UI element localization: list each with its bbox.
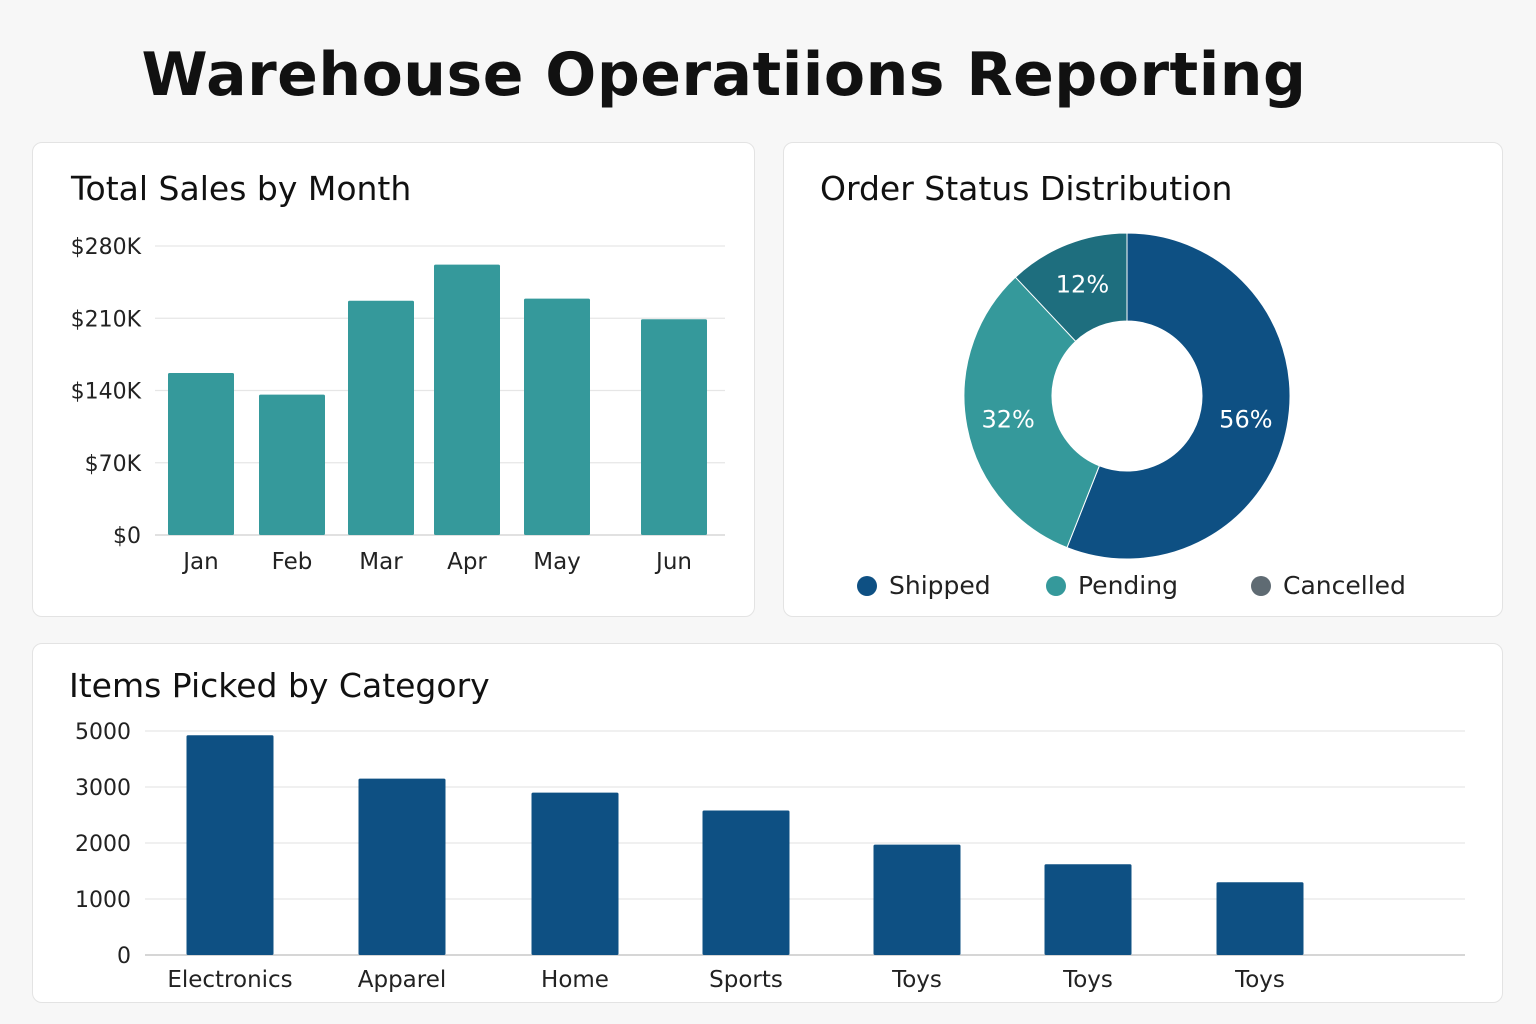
picked-x-tick-label: Toys xyxy=(891,967,942,993)
sales-y-tick-label: $140K xyxy=(71,380,142,405)
legend-item-shipped: Shipped xyxy=(857,571,991,600)
legend-swatch xyxy=(1046,575,1066,596)
order-status-donut-chart: 56% 32% 12% xyxy=(963,232,1291,560)
sales-x-tick-label: May xyxy=(533,549,581,575)
legend-swatch xyxy=(1251,575,1271,596)
donut-slice-pending xyxy=(963,276,1101,549)
picked-y-tick-label: 2000 xyxy=(75,832,131,857)
legend-label: Pending xyxy=(1078,571,1178,600)
sales-bar xyxy=(348,300,414,535)
sales-x-tick-label: Jun xyxy=(654,549,692,575)
sales-bar xyxy=(168,372,234,535)
donut-value-label: 56% xyxy=(1219,406,1272,434)
picked-x-tick-label: Toys xyxy=(1234,967,1285,993)
legend-label: Shipped xyxy=(889,571,991,600)
sales-x-tick-label: Apr xyxy=(447,549,487,575)
sales-bar xyxy=(524,298,590,535)
order-status-card: Order Status Distribution 56% 32% 12% Ship… xyxy=(783,142,1503,617)
picked-y-tick-label: 0 xyxy=(117,944,131,969)
order-status-title: Order Status Distribution xyxy=(820,169,1233,208)
sales-x-tick-label: Mar xyxy=(359,549,403,575)
picked-y-tick-label: 5000 xyxy=(75,720,131,745)
order-status-legend: Shipped Pending Cancelled xyxy=(784,571,1504,607)
picked-x-tick-label: Electronics xyxy=(167,967,292,993)
picked-x-tick-label: Home xyxy=(541,967,609,993)
picked-bar xyxy=(358,778,446,955)
picked-x-tick-label: Sports xyxy=(709,967,783,993)
legend-label: Cancelled xyxy=(1283,571,1406,600)
legend-item-pending: Pending xyxy=(1046,571,1178,600)
sales-y-tick-label: $70K xyxy=(85,452,142,477)
sales-y-tick-label: $210K xyxy=(71,307,142,332)
sales-bar xyxy=(434,264,500,535)
picked-x-tick-label: Toys xyxy=(1062,967,1113,993)
picked-bar xyxy=(873,844,961,955)
items-picked-bar-chart: 0 1000 2000 3000 5000 Electronics Apparel Home S… xyxy=(75,720,1465,993)
sales-bar xyxy=(641,319,707,535)
sales-bar xyxy=(259,394,325,535)
donut-slice-shipped xyxy=(1066,232,1291,560)
picked-bar xyxy=(1044,864,1132,955)
picked-x-tick-label: Apparel xyxy=(358,967,447,993)
picked-bar xyxy=(531,792,619,955)
legend-swatch xyxy=(857,575,877,596)
donut-slice-cancelled xyxy=(1014,232,1128,343)
donut-value-label: 32% xyxy=(981,406,1034,434)
sales-bar-chart: $0 $70K $140K $210K $280K Jan Feb Mar Apr May Jun xyxy=(71,235,725,575)
legend-item-cancelled: Cancelled xyxy=(1251,571,1406,600)
picked-bar xyxy=(1216,882,1304,955)
picked-y-tick-label: 3000 xyxy=(75,776,131,801)
items-picked-card: Items Picked by Category 0 1000 2000 3000 50… xyxy=(32,643,1503,1003)
picked-y-tick-label: 1000 xyxy=(75,888,131,913)
items-picked-title: Items Picked by Category xyxy=(69,666,490,705)
sales-x-tick-label: Jan xyxy=(181,549,218,575)
donut-value-label: 12% xyxy=(1056,270,1109,298)
sales-x-tick-label: Feb xyxy=(272,549,313,575)
sales-chart-card: Total Sales by Month $0 $70K $140K $210K $28… xyxy=(32,142,755,617)
picked-bar xyxy=(702,810,790,955)
page-title: Warehouse Operatiions Reporting xyxy=(141,40,1307,110)
sales-y-tick-label: $0 xyxy=(113,524,141,549)
sales-y-tick-label: $280K xyxy=(71,235,142,260)
sales-chart-title: Total Sales by Month xyxy=(71,169,412,208)
picked-bar xyxy=(186,735,274,955)
